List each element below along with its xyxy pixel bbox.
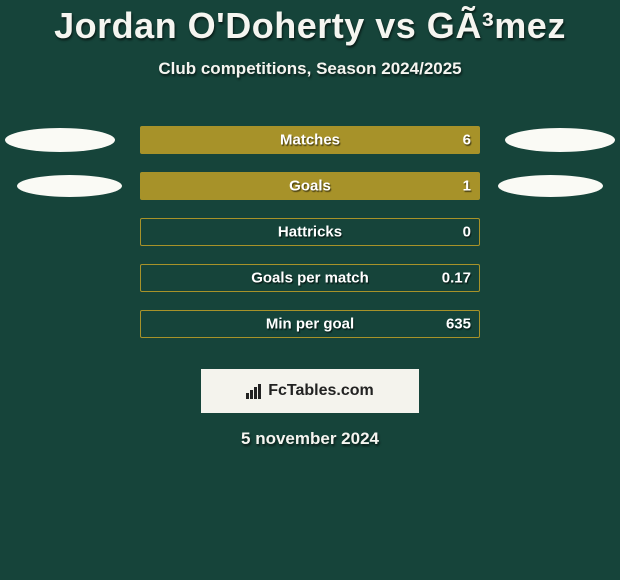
stat-bar-track: Matches 6	[140, 126, 480, 154]
fctables-badge[interactable]: FcTables.com	[201, 369, 419, 413]
stat-row: Matches 6	[0, 117, 620, 163]
fctables-text: FcTables.com	[268, 382, 374, 400]
page-title: Jordan O'Doherty vs GÃ³mez	[0, 5, 620, 47]
stat-row: Goals 1	[0, 163, 620, 209]
fctables-label: FcTables.com	[246, 382, 374, 400]
oval-left	[17, 175, 122, 197]
oval-left	[5, 128, 115, 152]
stat-value: 6	[463, 132, 471, 149]
subtitle: Club competitions, Season 2024/2025	[0, 59, 620, 79]
stat-row: Goals per match 0.17	[0, 255, 620, 301]
stat-row: Hattricks 0	[0, 209, 620, 255]
stat-label: Goals	[289, 178, 331, 195]
stat-value: 1	[463, 178, 471, 195]
stat-label: Min per goal	[266, 316, 354, 333]
stat-bar-track: Goals per match 0.17	[140, 264, 480, 292]
date: 5 november 2024	[0, 429, 620, 449]
stat-value: 0.17	[442, 270, 471, 287]
stat-row: Min per goal 635	[0, 301, 620, 347]
stat-bar-track: Min per goal 635	[140, 310, 480, 338]
stat-label: Hattricks	[278, 224, 342, 241]
stat-bar-track: Hattricks 0	[140, 218, 480, 246]
stat-bar-track: Goals 1	[140, 172, 480, 200]
oval-right	[498, 175, 603, 197]
stat-value: 635	[446, 316, 471, 333]
stat-label: Matches	[280, 132, 340, 149]
stat-label: Goals per match	[251, 270, 369, 287]
stat-value: 0	[463, 224, 471, 241]
bar-chart-icon	[246, 383, 264, 399]
oval-right	[505, 128, 615, 152]
